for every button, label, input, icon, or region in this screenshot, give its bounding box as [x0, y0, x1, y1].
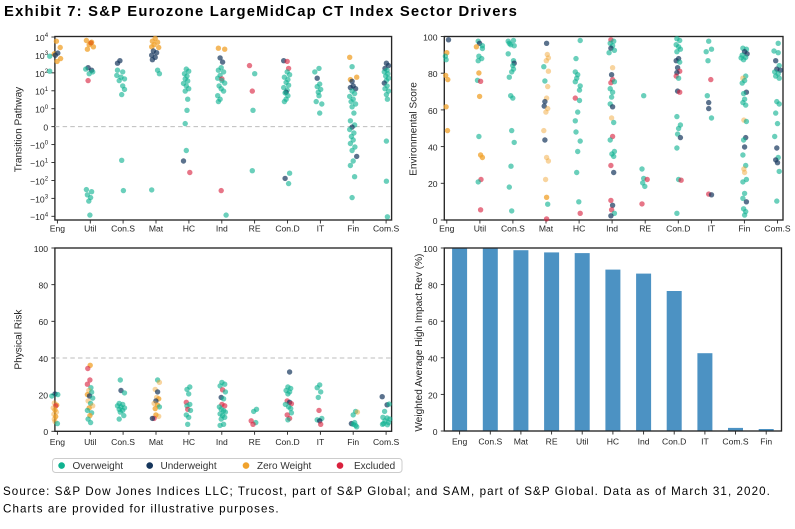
svg-text:Eng: Eng [439, 223, 455, 233]
svg-text:Mat: Mat [149, 223, 164, 233]
svg-text:100: 100 [423, 244, 438, 254]
svg-text:HC: HC [607, 437, 619, 447]
svg-text:20: 20 [428, 179, 438, 189]
svg-text:80: 80 [428, 69, 438, 79]
svg-text:RE: RE [639, 223, 651, 233]
svg-text:Ind: Ind [606, 223, 618, 233]
svg-text:IT: IT [701, 437, 709, 447]
svg-text:Eng: Eng [50, 437, 66, 447]
svg-text:HC: HC [573, 223, 585, 233]
svg-text:HC: HC [183, 223, 195, 233]
svg-text:100: 100 [35, 104, 49, 115]
svg-text:Weighted Average High Impact R: Weighted Average High Impact Rev (%) [414, 254, 425, 432]
svg-text:RE: RE [249, 223, 261, 233]
svg-text:Con.S: Con.S [478, 437, 502, 447]
svg-text:Con.D: Con.D [275, 223, 299, 233]
svg-text:40: 40 [39, 354, 49, 364]
svg-text:Source: S&P Dow Jones Indices: Source: S&P Dow Jones Indices LLC; Truco… [3, 485, 771, 498]
svg-text:Con.S: Con.S [111, 223, 135, 233]
svg-text:Underweight: Underweight [161, 461, 217, 472]
svg-text:80: 80 [428, 281, 438, 291]
svg-text:Ind: Ind [216, 437, 228, 447]
svg-text:Mat: Mat [514, 437, 529, 447]
svg-text:Fin: Fin [347, 223, 359, 233]
svg-text:20: 20 [428, 390, 438, 400]
svg-text:Ind: Ind [638, 437, 650, 447]
svg-text:80: 80 [39, 281, 49, 291]
svg-text:−101: −101 [30, 158, 49, 169]
svg-text:Zero Weight: Zero Weight [257, 461, 312, 472]
svg-text:Charts are provided for illust: Charts are provided for illustrative pur… [3, 503, 280, 516]
svg-text:0: 0 [433, 216, 438, 226]
svg-text:Environmental Score: Environmental Score [409, 82, 420, 176]
svg-text:−104: −104 [30, 211, 49, 222]
svg-text:40: 40 [428, 143, 438, 153]
svg-text:Eng: Eng [452, 437, 468, 447]
svg-text:RE: RE [546, 437, 558, 447]
svg-text:100: 100 [423, 32, 438, 42]
svg-text:Com.S: Com.S [373, 223, 400, 233]
svg-text:Ind: Ind [216, 223, 228, 233]
svg-text:IT: IT [317, 437, 325, 447]
svg-text:−103: −103 [30, 193, 49, 204]
svg-text:0: 0 [433, 427, 438, 437]
svg-text:Con.S: Con.S [111, 437, 135, 447]
svg-text:Fin: Fin [760, 437, 772, 447]
svg-text:Con.D: Con.D [666, 223, 690, 233]
svg-text:Con.S: Con.S [501, 223, 525, 233]
svg-text:−102: −102 [30, 176, 49, 187]
svg-text:Mat: Mat [149, 437, 164, 447]
svg-text:60: 60 [428, 106, 438, 116]
svg-text:0: 0 [43, 427, 48, 437]
svg-text:102: 102 [35, 68, 49, 79]
svg-text:Com.S: Com.S [373, 437, 400, 447]
svg-text:Con.D: Con.D [275, 437, 299, 447]
svg-text:Overweight: Overweight [73, 461, 124, 472]
svg-text:0: 0 [43, 123, 48, 133]
svg-text:104: 104 [35, 32, 49, 43]
svg-text:20: 20 [39, 391, 49, 401]
svg-text:Util: Util [84, 437, 97, 447]
svg-text:Exhibit 7: S&P Eurozone LargeM: Exhibit 7: S&P Eurozone LargeMidCap CT I… [4, 4, 518, 20]
svg-text:Fin: Fin [738, 223, 750, 233]
svg-text:Con.D: Con.D [662, 437, 686, 447]
svg-text:60: 60 [428, 317, 438, 327]
svg-text:IT: IT [317, 223, 325, 233]
svg-text:−100: −100 [30, 140, 49, 151]
svg-text:Com.S: Com.S [764, 223, 791, 233]
svg-text:103: 103 [35, 50, 49, 61]
svg-text:Fin: Fin [347, 437, 359, 447]
svg-text:Util: Util [576, 437, 589, 447]
svg-text:Mat: Mat [539, 223, 554, 233]
svg-text:Util: Util [474, 223, 487, 233]
svg-text:IT: IT [708, 223, 716, 233]
svg-text:Util: Util [84, 223, 97, 233]
svg-text:RE: RE [249, 437, 261, 447]
svg-text:Transition Pathway: Transition Pathway [14, 86, 25, 172]
svg-text:60: 60 [39, 317, 49, 327]
svg-text:Eng: Eng [50, 223, 66, 233]
svg-text:40: 40 [428, 354, 438, 364]
svg-text:100: 100 [34, 244, 49, 254]
svg-text:HC: HC [183, 437, 195, 447]
svg-text:Excluded: Excluded [354, 461, 395, 472]
svg-text:Com.S: Com.S [722, 437, 749, 447]
svg-text:101: 101 [35, 86, 49, 97]
svg-text:Physical Risk: Physical Risk [14, 309, 25, 370]
